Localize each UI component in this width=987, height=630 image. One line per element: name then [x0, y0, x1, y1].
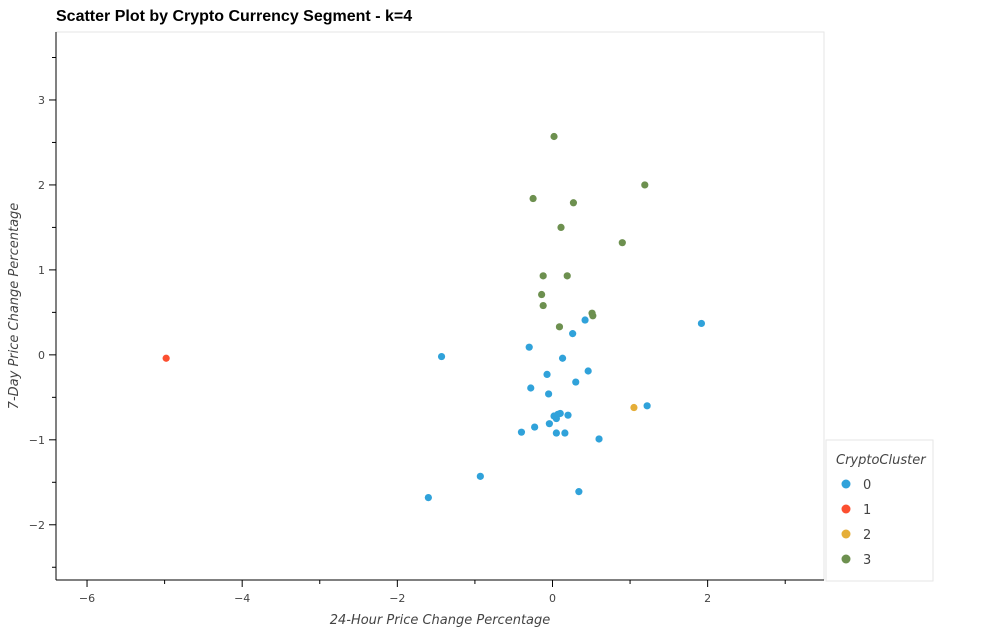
- data-point-cluster-0: [545, 390, 553, 398]
- y-tick-label: −2: [29, 519, 45, 532]
- y-tick-label: 3: [38, 94, 45, 107]
- data-point-cluster-0: [595, 435, 603, 443]
- data-point-cluster-3: [538, 290, 546, 299]
- y-axis-title: 7-Day Price Change Percentage: [7, 203, 22, 410]
- data-point-cluster-0: [517, 428, 526, 436]
- legend[interactable]: CryptoCluster 0 1 2 3: [825, 439, 934, 582]
- data-point-cluster-0: [572, 378, 580, 386]
- y-tick-label: 1: [38, 264, 45, 277]
- x-tick-label: 0: [549, 592, 556, 605]
- data-point-cluster-0: [545, 420, 553, 428]
- legend-title: CryptoCluster: [836, 453, 927, 468]
- data-point-cluster-3: [618, 239, 626, 247]
- legend-label-3: 3: [863, 553, 871, 568]
- data-point-cluster-0: [643, 402, 651, 410]
- data-point-cluster-3: [539, 272, 547, 280]
- data-point-cluster-0: [697, 319, 706, 328]
- data-point-cluster-0: [552, 429, 560, 437]
- data-point-cluster-3: [555, 323, 564, 331]
- data-point-cluster-3: [569, 199, 578, 207]
- x-tick-label: −6: [79, 592, 95, 605]
- data-point-cluster-3: [529, 194, 537, 203]
- x-tick-label: −4: [234, 592, 250, 605]
- data-point-cluster-0: [424, 493, 432, 502]
- scatter-points: [162, 132, 706, 502]
- data-point-cluster-3: [557, 223, 565, 232]
- data-point-cluster-0: [569, 330, 577, 338]
- x-tick-label: 2: [704, 592, 711, 605]
- legend-marker-1: [841, 504, 851, 514]
- x-axis-ticks: −6 −4 −2 0 2: [79, 580, 786, 605]
- data-point-cluster-0: [558, 354, 567, 362]
- y-tick-label: 2: [38, 179, 45, 192]
- data-point-cluster-0: [564, 411, 572, 419]
- data-point-cluster-1: [162, 354, 170, 362]
- data-point-cluster-3: [589, 312, 597, 320]
- legend-marker-0: [841, 479, 851, 489]
- chart-title: Scatter Plot by Crypto Currency Segment …: [56, 8, 413, 25]
- data-point-cluster-0: [543, 370, 551, 378]
- legend-label-1: 1: [863, 503, 871, 518]
- data-point-cluster-0: [581, 316, 589, 324]
- y-axis-ticks: −2 −1 0 1 2 3: [29, 56, 56, 568]
- data-point-cluster-0: [584, 367, 592, 375]
- x-tick-label: −2: [389, 592, 405, 605]
- legend-marker-3: [841, 554, 851, 564]
- data-point-cluster-3: [563, 272, 571, 280]
- data-point-cluster-0: [527, 384, 535, 392]
- y-tick-label: 0: [38, 349, 45, 362]
- y-tick-label: −1: [29, 434, 45, 447]
- data-point-cluster-0: [556, 409, 564, 418]
- data-point-cluster-3: [641, 181, 649, 189]
- data-point-cluster-3: [550, 132, 558, 141]
- data-point-cluster-0: [437, 352, 446, 361]
- plot-frame: [55, 31, 825, 581]
- x-axis-title: 24-Hour Price Change Percentage: [330, 613, 551, 628]
- data-point-cluster-0: [525, 343, 533, 351]
- data-point-cluster-3: [539, 301, 547, 310]
- legend-marker-2: [841, 529, 851, 539]
- legend-label-2: 2: [863, 528, 871, 543]
- data-point-cluster-0: [561, 429, 569, 437]
- data-point-cluster-0: [531, 423, 539, 431]
- data-point-cluster-0: [575, 488, 583, 496]
- data-point-cluster-2: [630, 403, 638, 412]
- legend-label-0: 0: [863, 478, 871, 493]
- data-point-cluster-0: [476, 472, 484, 480]
